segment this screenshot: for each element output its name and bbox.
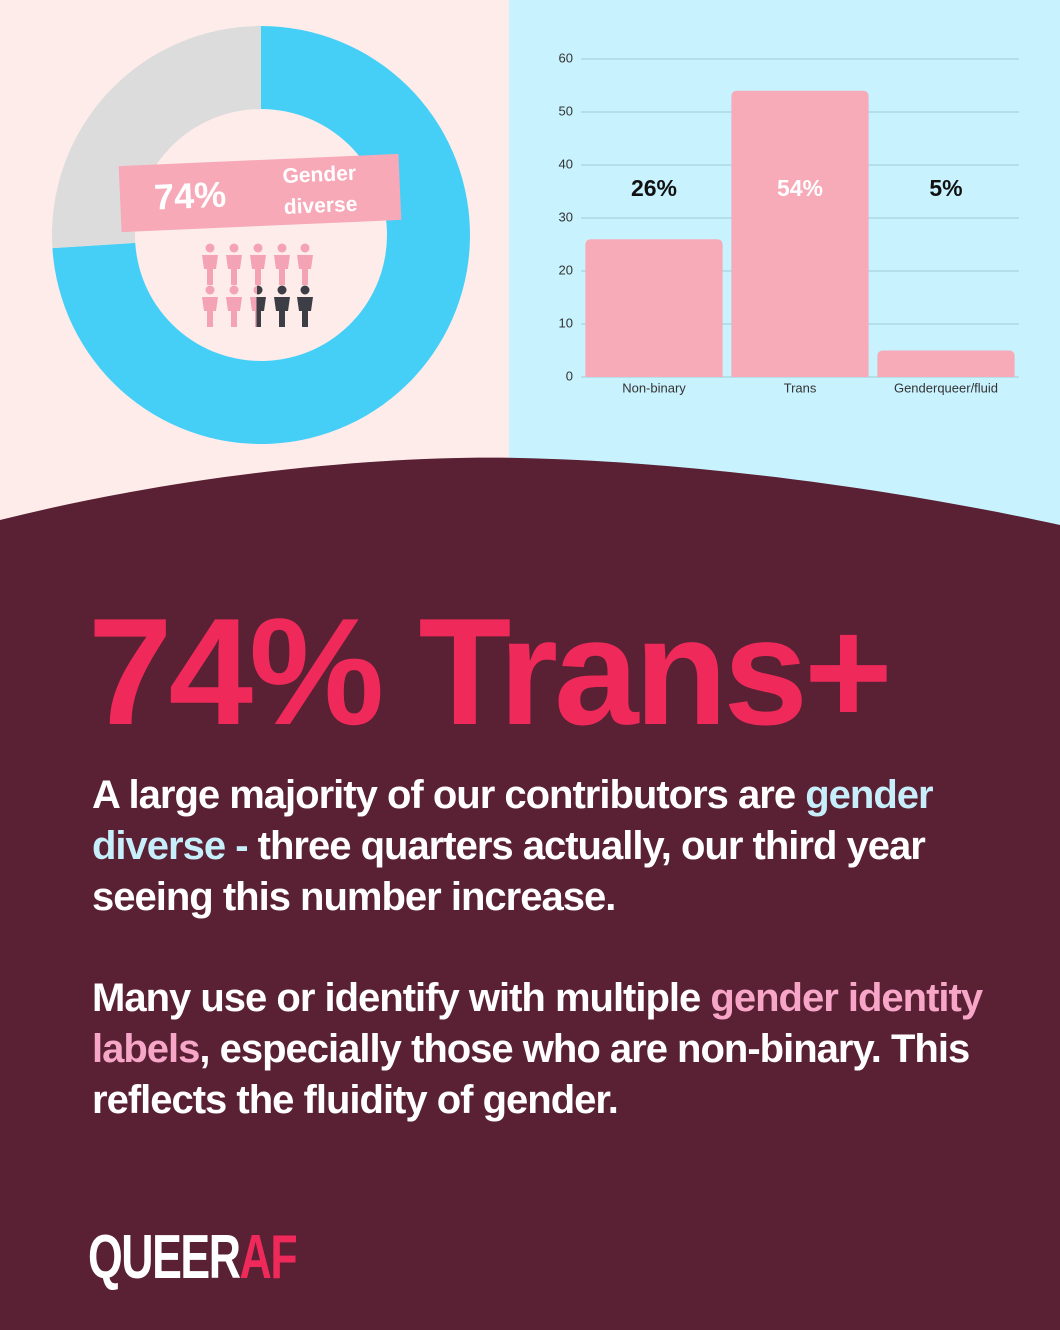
y-tick-label: 30 — [559, 209, 573, 224]
person-icon — [274, 243, 290, 285]
logo-text: AF — [239, 1223, 298, 1292]
donut-label: 74% Gender diverse — [118, 153, 402, 233]
bar-chart: 0 10 20 30 40 50 60 Non-binary 26% Trans 54% Gender… — [559, 50, 1019, 395]
x-tick-label: Genderqueer/fluid — [894, 380, 998, 395]
person-icon — [274, 285, 290, 327]
wave-background — [0, 457, 1060, 1330]
y-tick-label: 40 — [559, 156, 573, 171]
person-icon — [202, 243, 218, 285]
headline: 74% Trans+ — [88, 587, 893, 757]
donut-category-label: Gender diverse — [282, 161, 358, 219]
y-tick-label: 20 — [559, 262, 573, 277]
person-icon — [202, 285, 218, 327]
donut-chart — [52, 26, 470, 444]
person-icon — [250, 243, 266, 285]
logo: QUEERAF — [88, 1222, 298, 1293]
logo-text: QUEER — [88, 1223, 241, 1292]
highlight: gender diverse - — [92, 773, 934, 868]
person-icon — [226, 285, 242, 327]
person-icon — [297, 285, 313, 327]
donut-slice — [52, 26, 261, 249]
data-label: 5% — [929, 175, 962, 201]
highlight: gender identity labels — [92, 976, 983, 1071]
paragraph: A large majority of our contributors are… — [92, 770, 992, 923]
bar — [877, 350, 1015, 377]
donut-slice — [52, 26, 470, 444]
text: three quarters actually, our third year … — [92, 824, 926, 919]
text: Many use or identify with multiple — [92, 976, 711, 1020]
person-icon — [226, 243, 242, 285]
x-tick-label: Trans — [784, 380, 817, 395]
y-tick-label: 50 — [559, 103, 573, 118]
donut-value-label: 74% — [153, 173, 227, 218]
text: A large majority of our contributors are — [92, 773, 806, 817]
person-icon — [250, 285, 266, 327]
data-label: 26% — [631, 175, 677, 201]
data-label: 54% — [777, 175, 823, 201]
y-tick-label: 60 — [559, 50, 573, 65]
person-icon — [297, 243, 313, 285]
bar — [731, 90, 869, 378]
text: , especially those who are non-binary. T… — [92, 1027, 970, 1122]
y-tick-label: 10 — [559, 315, 573, 330]
paragraph: Many use or identify with multiple gende… — [92, 973, 992, 1126]
y-tick-label: 0 — [566, 368, 573, 383]
bar — [585, 239, 723, 377]
x-tick-label: Non-binary — [622, 380, 686, 395]
